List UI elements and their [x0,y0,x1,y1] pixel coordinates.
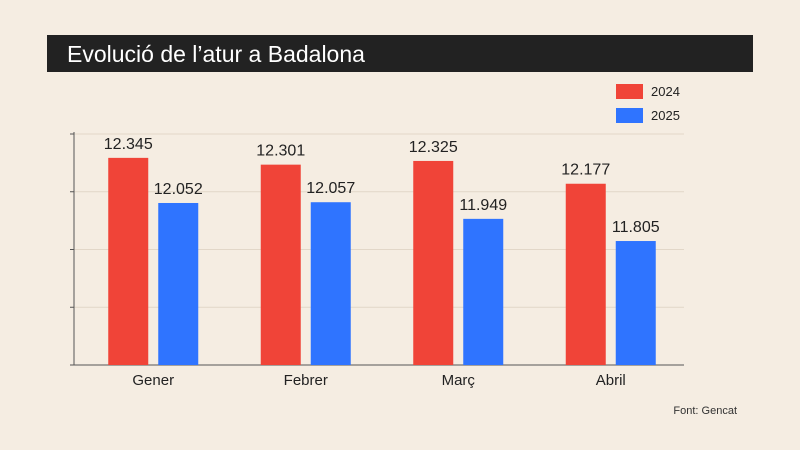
legend-swatch-2024 [616,84,643,99]
bar-2025-2 [463,218,504,365]
legend-swatch-2025 [616,108,643,123]
data-label: 11.949 [459,197,507,214]
bar-2024-0 [108,157,149,365]
bar-2024-1 [260,164,301,365]
bar-2025-1 [310,202,351,365]
data-label: 11.805 [612,219,660,236]
data-label: 12.052 [154,181,203,198]
legend-label-2024: 2024 [651,84,680,99]
x-tick-label: Març [442,372,476,389]
bar-2025-3 [615,241,656,365]
bar-2025-0 [158,202,199,365]
source-note: Font: Gencat [673,405,737,417]
x-tick-label: Febrer [284,372,328,389]
data-label: 12.325 [409,139,458,156]
x-tick-label: Gener [132,372,174,389]
bar-2024-2 [413,160,454,365]
title-bar: Evolució de l’atur a Badalona [47,35,753,72]
data-label: 12.301 [256,143,305,160]
data-label: 12.345 [104,136,153,153]
bar-2024-3 [565,183,606,365]
legend-label-2025: 2025 [651,108,680,123]
x-tick-label: Abril [596,372,626,389]
data-label: 12.057 [306,180,355,197]
data-label: 12.177 [561,162,610,179]
chart-title: Evolució de l’atur a Badalona [67,41,365,67]
